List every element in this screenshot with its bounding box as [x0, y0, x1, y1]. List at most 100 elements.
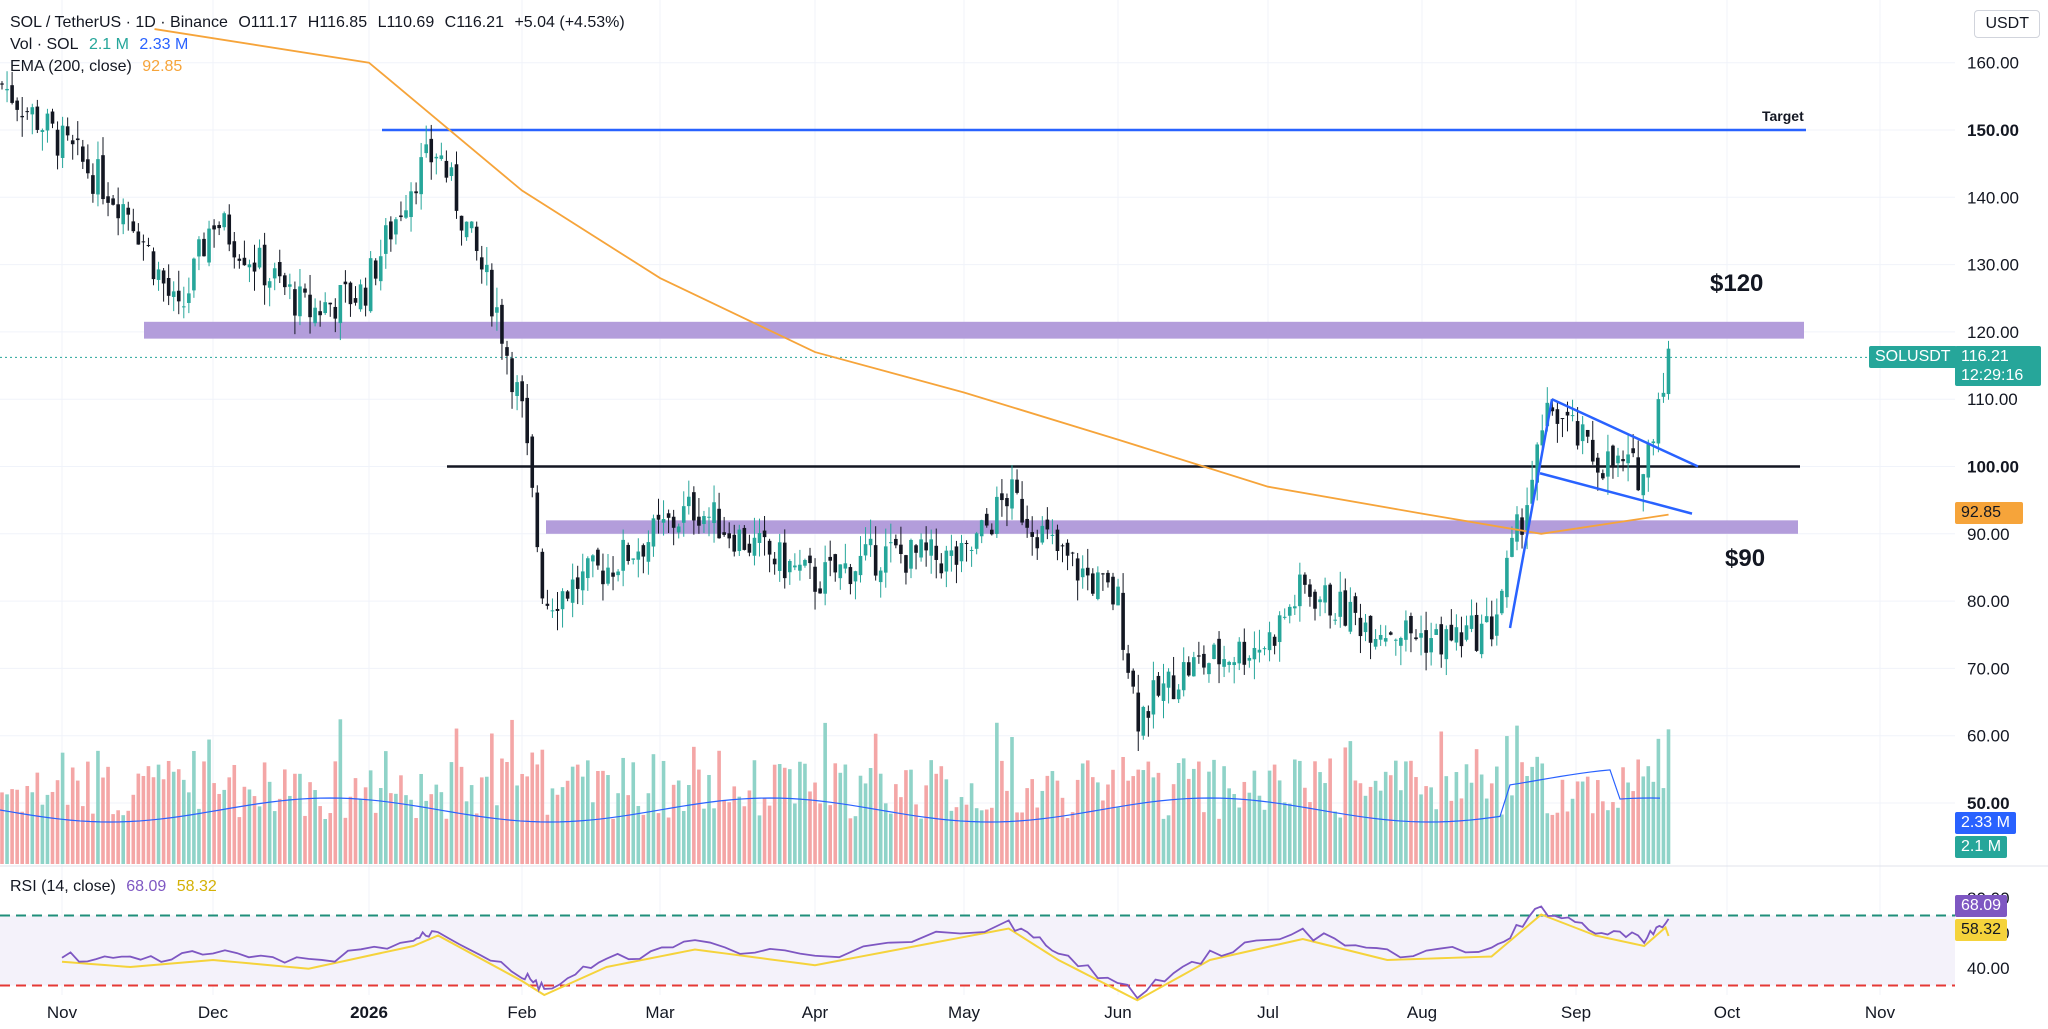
volume-bar [1227, 788, 1231, 864]
candle-body [308, 294, 312, 318]
candle-body [424, 144, 428, 154]
candle-body [1414, 637, 1418, 640]
candle-body [1065, 542, 1070, 556]
volume-bar [646, 793, 651, 864]
candle-body [1353, 596, 1358, 613]
volume-bar [96, 750, 100, 864]
volume-bar [929, 760, 933, 864]
candle-body [202, 238, 206, 257]
candle-body [474, 226, 479, 251]
candle-body [520, 381, 524, 402]
volume-bar [1575, 781, 1580, 864]
candle-body [596, 549, 600, 566]
volume-bar [1353, 780, 1358, 864]
candle-body [1373, 639, 1378, 647]
candle-body [1505, 557, 1509, 598]
volume-bar [838, 772, 843, 864]
volume-bar [363, 787, 368, 864]
candle-body [81, 146, 85, 162]
candle-body [611, 572, 615, 577]
volume-bar [752, 760, 757, 864]
volume-bar [1040, 790, 1045, 864]
candle-body [5, 88, 9, 91]
volume-bar [1580, 781, 1585, 864]
volume-bar [1621, 767, 1625, 864]
candle-body [782, 542, 787, 579]
volume-bar [409, 799, 413, 864]
pennant-lower-line [1539, 472, 1693, 515]
candle-body [1621, 459, 1625, 462]
volume-bar [1111, 769, 1115, 864]
candle-body [1247, 657, 1252, 661]
volume-bar [1505, 736, 1509, 864]
volume-bar [596, 771, 600, 864]
volume-bar [1606, 810, 1610, 864]
candle-body [197, 239, 201, 257]
candle-body [712, 502, 716, 524]
currency-button[interactable]: USDT [1974, 10, 2040, 38]
candle-body [838, 564, 843, 579]
candle-body [990, 529, 994, 535]
candle-body [858, 555, 863, 576]
candle-body [1060, 545, 1065, 547]
candle-body [1257, 649, 1262, 653]
volume-bar [1121, 756, 1125, 864]
candle-body [1338, 591, 1343, 617]
candle-body [303, 288, 307, 293]
candle-body [1646, 443, 1651, 478]
candle-body [1293, 606, 1297, 609]
candle-body [1500, 590, 1504, 614]
candle-body [409, 191, 413, 218]
volume-bar [641, 814, 646, 864]
volume-bar [151, 777, 156, 864]
volume-bar [1308, 802, 1312, 864]
candle-body [1363, 622, 1368, 633]
volume-bar [1484, 798, 1489, 864]
volume-bar [1065, 818, 1070, 864]
volume-bar [1474, 749, 1479, 864]
candle-body [1116, 586, 1120, 606]
candle-body [732, 534, 737, 552]
candle-body [1055, 529, 1060, 551]
volume-bar [50, 791, 55, 864]
volume-bar [500, 758, 504, 864]
candle-body [429, 138, 434, 163]
volume-bar [15, 789, 19, 864]
volume-bar [919, 818, 923, 864]
volume-bar [1550, 814, 1555, 864]
volume-bar [65, 804, 70, 864]
candle-body [616, 571, 620, 576]
volume-ma-line [0, 769, 1661, 823]
candle-body [293, 289, 297, 316]
candle-body [1328, 584, 1332, 616]
candle-body [414, 191, 418, 194]
candle-body [1388, 632, 1393, 635]
candle-body [1439, 624, 1444, 655]
volume-bar [212, 783, 216, 864]
volume-bar [35, 772, 40, 864]
volume-bar [1424, 786, 1428, 864]
volume-bar [1207, 771, 1211, 864]
candle-body [924, 542, 928, 551]
candle-body [646, 542, 651, 562]
candle-body [788, 560, 792, 573]
candle-body [904, 555, 908, 573]
volume-bar [505, 762, 509, 864]
candle-body [995, 496, 999, 534]
volume-bar [510, 719, 514, 864]
rsi-ma-line [61, 913, 1670, 1002]
candle-body [1434, 629, 1438, 635]
candle-body [389, 221, 393, 240]
candle-body [833, 554, 838, 573]
candle-body [187, 293, 191, 303]
change-value: +5.04 (+4.53%) [514, 14, 625, 31]
volume-bar [1156, 772, 1161, 864]
volume-bar [348, 796, 353, 864]
volume-bar [328, 813, 333, 864]
volume-bar [91, 813, 95, 864]
volume-bar [1141, 770, 1146, 864]
price-tick-label: 60.00 [1967, 727, 2010, 746]
volume-bar [45, 794, 50, 864]
candle-body [1010, 479, 1014, 509]
